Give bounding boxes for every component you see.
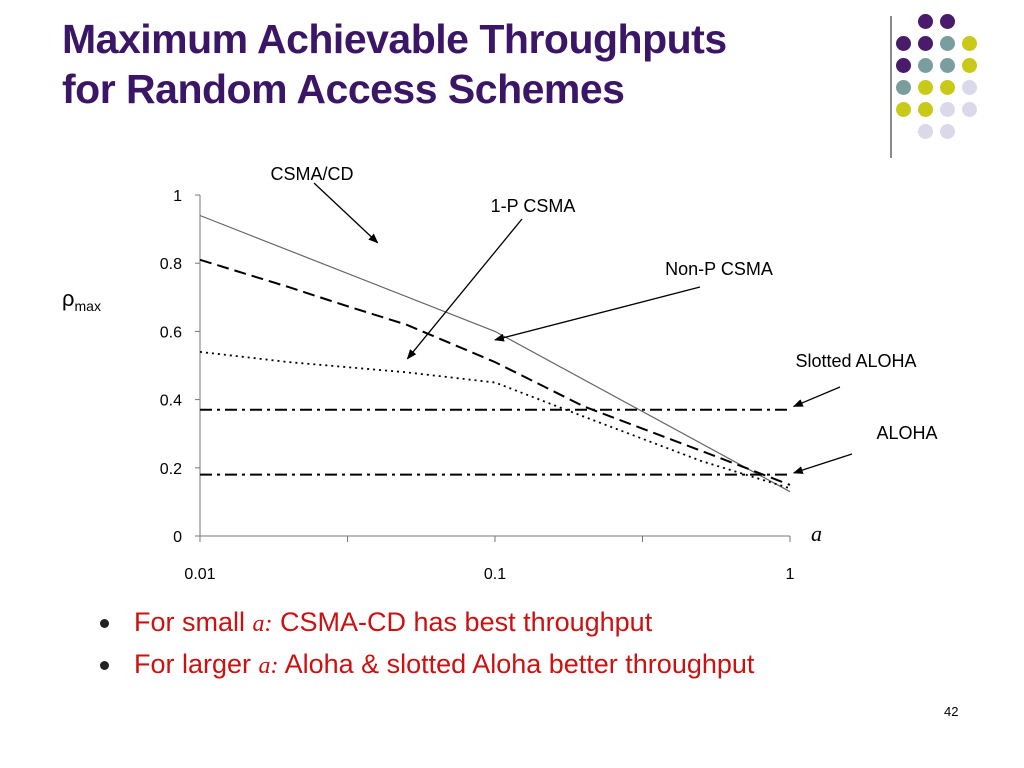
decorative-dot bbox=[962, 102, 977, 117]
decorative-dot bbox=[918, 124, 933, 139]
decorative-dot bbox=[962, 36, 977, 51]
y-tick-label: 1 bbox=[173, 188, 182, 205]
bullet-text: For larger a: Aloha & slotted Aloha bett… bbox=[134, 646, 754, 684]
bullet-suffix: CSMA-CD has best throughput bbox=[280, 607, 653, 637]
bullet-variable: a bbox=[252, 611, 265, 637]
y-tick-label: 0.8 bbox=[160, 256, 182, 273]
annotation-label-slotted-aloha: Slotted ALOHA bbox=[795, 351, 916, 371]
bullet-marker bbox=[100, 619, 109, 628]
decorative-dot bbox=[918, 102, 933, 117]
annotation-arrow-non-p-csma bbox=[494, 286, 701, 342]
decorative-dot bbox=[940, 124, 955, 139]
x-tick-label: 1 bbox=[786, 566, 795, 583]
decorative-dot bbox=[896, 102, 911, 117]
throughput-chart: 0 0.2 0.4 0.6 0.8 1 0.01 0.1 1 ρmax a CSMA/CD 1-P C… bbox=[62, 164, 938, 583]
decorative-dot bbox=[918, 80, 933, 95]
annotation-arrow-slotted-aloha bbox=[792, 386, 841, 408]
x-axis-label: a bbox=[811, 521, 822, 546]
annotation-arrow-csma-cd bbox=[313, 182, 379, 244]
x-tick-label: 0.1 bbox=[484, 566, 506, 583]
decorative-dot bbox=[940, 14, 955, 29]
decorative-dot-grid bbox=[896, 14, 1016, 144]
bullet-colon: : bbox=[264, 611, 273, 637]
series-line-non-p-csma bbox=[199, 258, 791, 486]
annotation-arrow-aloha bbox=[792, 453, 853, 474]
chart-axes: 0 0.2 0.4 0.6 0.8 1 0.01 0.1 1 ρmax a bbox=[62, 188, 822, 583]
decorative-dot bbox=[896, 58, 911, 73]
bullet-suffix: Aloha & slotted Aloha better throughput bbox=[284, 649, 755, 679]
y-tick-label: 0.6 bbox=[160, 324, 182, 341]
decorative-dot bbox=[918, 36, 933, 51]
decorative-dot bbox=[918, 14, 933, 29]
annotation-label-1-p-csma: 1-P CSMA bbox=[491, 196, 576, 216]
slide-title-line2: for Random Access Schemes bbox=[62, 66, 625, 112]
y-tick-label: 0 bbox=[173, 529, 182, 546]
y-axis-label-sub: max bbox=[75, 298, 101, 314]
bullet-prefix: For larger bbox=[134, 649, 259, 679]
slide-title: Maximum Achievable Throughputs for Rando… bbox=[62, 14, 727, 114]
chart-annotations: CSMA/CD 1-P CSMA Non-P CSMA Slotted ALOHA AL… bbox=[270, 164, 938, 474]
decorative-dot bbox=[962, 80, 977, 95]
slide-title-line1: Maximum Achievable Throughputs bbox=[62, 16, 727, 62]
y-axis-label: ρmax bbox=[62, 286, 101, 314]
bullet-text: For small a: CSMA-CD has best throughput bbox=[134, 604, 652, 642]
series-line-1-p-csma bbox=[199, 351, 791, 490]
decorative-dot bbox=[918, 58, 933, 73]
decorative-dot bbox=[896, 36, 911, 51]
decorative-dot bbox=[962, 58, 977, 73]
decorative-dot bbox=[940, 102, 955, 117]
bullet-colon: : bbox=[270, 653, 279, 679]
decorative-dot bbox=[940, 80, 955, 95]
bullet-variable: a bbox=[258, 653, 271, 679]
y-tick-label: 0.2 bbox=[160, 461, 182, 478]
annotation-label-csma-cd: CSMA/CD bbox=[270, 164, 353, 184]
bullet-marker bbox=[100, 661, 109, 670]
bullet-prefix: For small bbox=[134, 607, 253, 637]
annotation-label-non-p-csma: Non-P CSMA bbox=[665, 259, 773, 279]
y-axis-label-main: ρ bbox=[62, 286, 75, 311]
decorative-divider bbox=[890, 16, 892, 158]
y-tick-label: 0.4 bbox=[160, 393, 182, 410]
decorative-dot bbox=[896, 80, 911, 95]
decorative-dot bbox=[940, 36, 955, 51]
annotation-arrow-1-p-csma bbox=[406, 218, 523, 360]
annotation-label-aloha: ALOHA bbox=[876, 423, 937, 443]
chart-series bbox=[199, 214, 791, 493]
page-number: 42 bbox=[944, 704, 959, 719]
series-line-csma-cd bbox=[199, 214, 791, 493]
decorative-dot bbox=[940, 58, 955, 73]
x-tick-label: 0.01 bbox=[184, 566, 215, 583]
